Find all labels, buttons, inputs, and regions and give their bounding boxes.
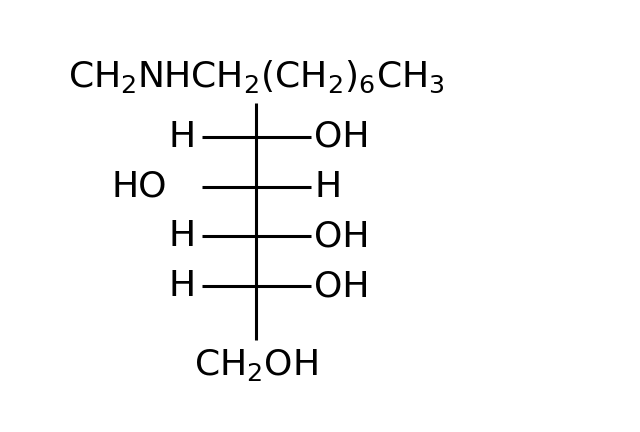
Text: H: H	[314, 169, 341, 203]
Text: OH: OH	[314, 269, 370, 303]
Text: OH: OH	[314, 219, 370, 254]
Text: CH$_2$NHCH$_2$(CH$_2$)$_6$CH$_3$: CH$_2$NHCH$_2$(CH$_2$)$_6$CH$_3$	[68, 59, 444, 95]
Text: H: H	[168, 120, 196, 154]
Text: H: H	[168, 269, 196, 303]
Text: OH: OH	[314, 120, 370, 154]
Text: H: H	[168, 219, 196, 254]
Text: HO: HO	[111, 169, 167, 203]
Text: CH$_2$OH: CH$_2$OH	[194, 346, 318, 382]
